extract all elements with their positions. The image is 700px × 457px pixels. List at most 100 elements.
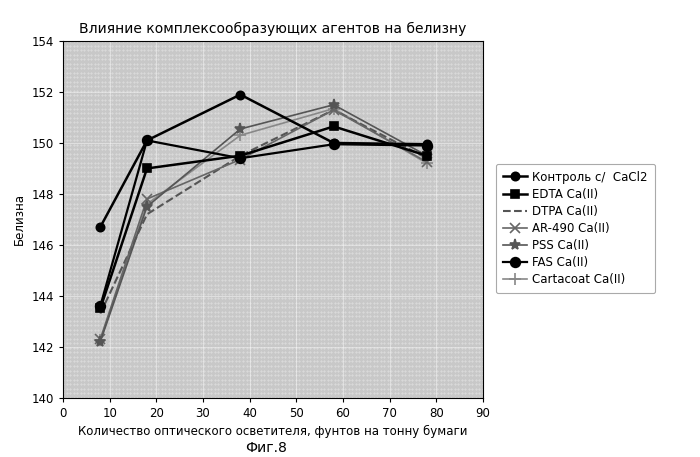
Point — [463, 290, 475, 298]
Point — [177, 132, 188, 139]
Point — [177, 42, 188, 49]
Point — [477, 155, 489, 162]
Point — [107, 218, 118, 225]
Point — [220, 87, 231, 95]
Point — [304, 200, 316, 207]
Point — [163, 232, 174, 239]
Point — [71, 173, 83, 180]
Point — [139, 155, 150, 162]
Point — [149, 335, 160, 343]
Point — [460, 182, 471, 189]
Point — [96, 186, 107, 194]
Point — [139, 304, 150, 311]
Point — [301, 299, 312, 307]
Point — [431, 344, 442, 351]
Point — [435, 372, 446, 379]
Point — [428, 331, 439, 338]
Point — [439, 204, 450, 212]
Point — [407, 173, 418, 180]
Point — [410, 380, 421, 388]
Point — [114, 308, 125, 315]
Point — [125, 322, 136, 329]
Point — [389, 173, 400, 180]
Point — [421, 380, 432, 388]
Point — [273, 164, 284, 171]
Point — [230, 295, 241, 302]
Point — [114, 254, 125, 261]
Point — [57, 245, 69, 252]
Point — [244, 317, 256, 324]
Point — [107, 290, 118, 298]
Point — [71, 186, 83, 194]
Point — [195, 168, 206, 175]
Point — [206, 200, 217, 207]
Point — [442, 232, 454, 239]
Point — [170, 268, 181, 275]
Point — [379, 110, 390, 117]
Point — [85, 146, 97, 153]
Point — [435, 227, 446, 234]
Point — [467, 367, 478, 374]
Point — [273, 317, 284, 324]
Point — [304, 349, 316, 356]
Point — [308, 299, 319, 307]
Point — [258, 240, 270, 248]
Point — [463, 304, 475, 311]
Point — [421, 240, 432, 248]
Point — [477, 358, 489, 365]
Point — [132, 340, 143, 347]
Point — [57, 83, 69, 90]
Point — [332, 394, 344, 401]
Point — [315, 204, 326, 212]
Point — [255, 105, 266, 112]
Point — [163, 245, 174, 252]
Point — [199, 87, 210, 95]
Point — [343, 204, 354, 212]
Point — [424, 385, 435, 392]
Point — [294, 349, 305, 356]
Point — [290, 349, 302, 356]
Point — [92, 186, 104, 194]
Point — [456, 385, 468, 392]
Point — [248, 119, 259, 126]
Point — [453, 47, 464, 54]
Point — [403, 335, 414, 343]
Point — [78, 150, 90, 158]
Point — [153, 254, 164, 261]
Point — [276, 232, 288, 239]
Point — [206, 64, 217, 72]
Point — [379, 173, 390, 180]
Point — [237, 146, 248, 153]
Point — [149, 245, 160, 252]
Point — [262, 105, 273, 112]
Point — [467, 331, 478, 338]
Point — [220, 74, 231, 81]
Point — [71, 317, 83, 324]
Point — [421, 119, 432, 126]
Point — [382, 177, 393, 185]
Point — [424, 168, 435, 175]
Point — [456, 37, 468, 45]
Point — [216, 159, 228, 167]
Point — [170, 204, 181, 212]
Point — [393, 268, 404, 275]
Point — [213, 304, 224, 311]
Point — [57, 200, 69, 207]
Point — [234, 146, 245, 153]
Point — [251, 304, 262, 311]
Point — [125, 236, 136, 243]
Point — [375, 191, 386, 198]
Point — [202, 119, 214, 126]
Point — [104, 276, 115, 284]
Point — [89, 276, 100, 284]
Point — [258, 317, 270, 324]
Point — [396, 47, 407, 54]
Point — [258, 268, 270, 275]
Point — [431, 394, 442, 401]
Point — [424, 313, 435, 320]
Point — [477, 177, 489, 185]
Point — [188, 389, 199, 397]
Point — [354, 51, 365, 58]
Point — [100, 295, 111, 302]
Point — [467, 322, 478, 329]
